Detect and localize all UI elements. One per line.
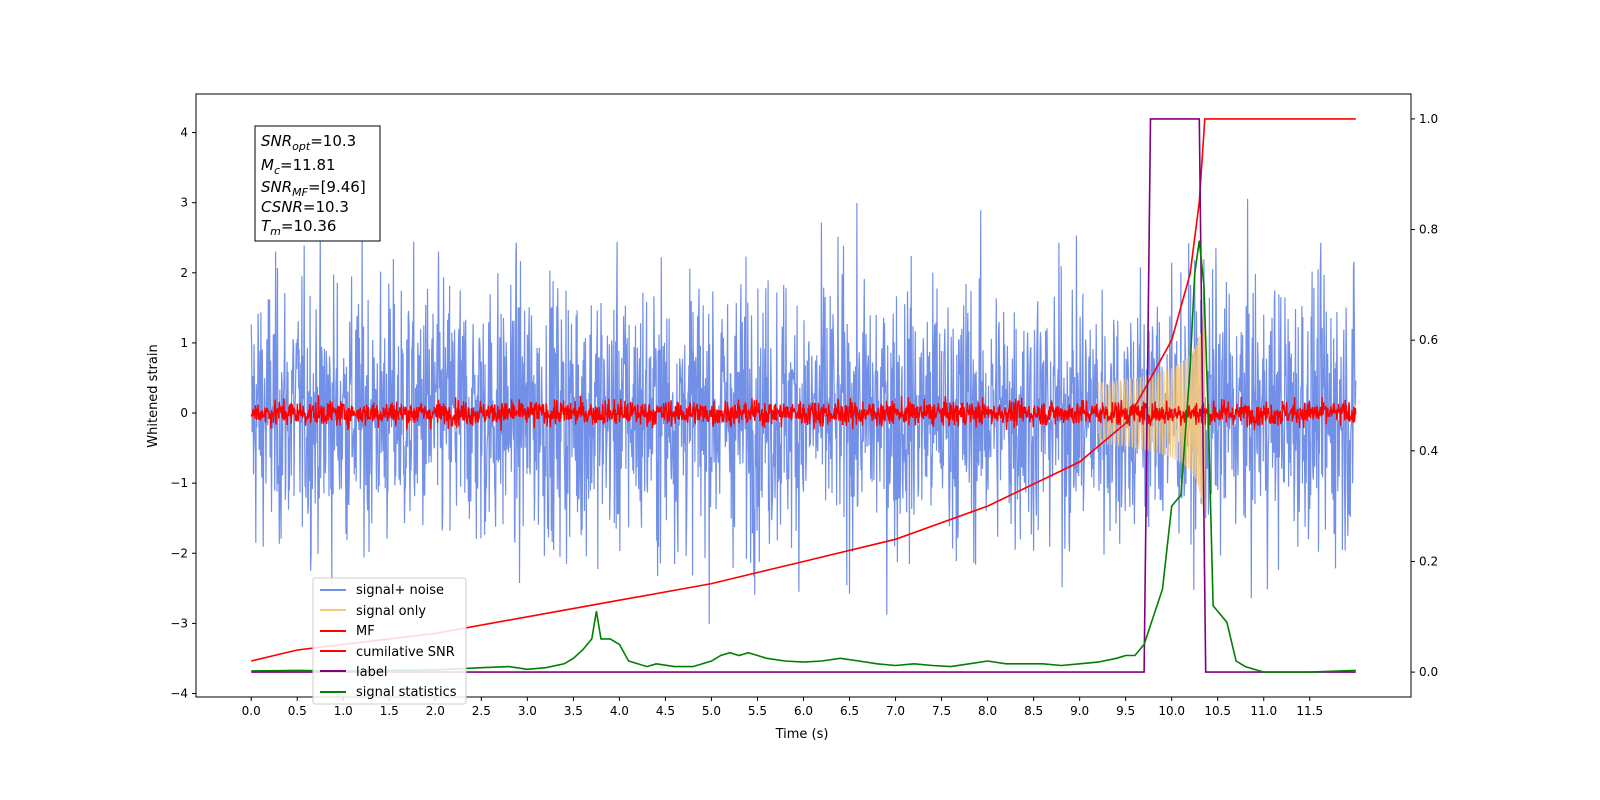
legend-item-mf: MF [320,624,375,639]
x-tick-label: 11.0 [1250,704,1277,718]
y-tick-label: 0 [180,406,188,420]
x-tick-label: 5.5 [748,704,767,718]
y2-tick-label: 0.4 [1419,444,1438,458]
y-tick-label: 4 [180,126,188,140]
annotation-box: SNRopt=10.3 Mc=11.81 SNRMF=[9.46] CSNR=1… [254,125,381,242]
x-tick-label: 2.0 [426,704,445,718]
legend-label: cumilative SNR [356,645,455,660]
x-axis-label: Time (s) [775,727,829,742]
x-tick-label: 8.5 [1024,704,1043,718]
annotation-csnr: CSNR=10.3 [261,198,349,216]
series-signal-noise [250,198,1357,625]
legend-item-signal-noise: signal+ noise [320,583,444,598]
y2-tick-label: 1.0 [1419,112,1438,126]
legend-item-signal-statistics: signal statistics [320,685,457,700]
legend: signal+ noise signal only MF cumilative … [312,577,467,705]
y2-tick-label: 0.6 [1419,333,1438,347]
series-signal-statistics [251,240,1356,673]
y-tick-label: −3 [170,616,188,630]
x-tick-label: 3.0 [518,704,537,718]
legend-label: signal statistics [356,685,457,700]
y-tick-label: 2 [180,266,188,280]
y-axis-right: 1.0 0.8 0.6 0.4 0.2 0.0 [1411,112,1438,679]
legend-item-signal-only: signal only [320,604,426,619]
x-tick-label: 4.5 [656,704,675,718]
annotation-snr-opt: SNRopt=10.3 [261,132,356,153]
x-tick-label: 10.0 [1158,704,1185,718]
legend-label: MF [356,624,375,639]
legend-item-label: label [320,665,387,680]
y2-tick-label: 0.2 [1419,554,1438,568]
series-signal-only [1097,296,1206,528]
y-tick-label: −1 [170,476,188,490]
x-tick-label: 0.0 [242,704,261,718]
y-tick-label: 1 [180,336,188,350]
x-tick-label: 6.5 [840,704,859,718]
y-tick-label: −4 [170,686,188,700]
series-mf [250,395,1357,431]
y2-tick-label: 0.0 [1419,665,1438,679]
annotation-mc: Mc=11.81 [261,156,336,177]
y-tick-label: 3 [180,196,188,210]
x-tick-label: 11.5 [1296,704,1323,718]
x-tick-label: 3.5 [564,704,583,718]
x-tick-label: 2.5 [472,704,491,718]
x-tick-label: 9.0 [1070,704,1089,718]
x-tick-label: 0.5 [288,704,307,718]
x-tick-label: 7.0 [886,704,905,718]
x-tick-label: 5.0 [702,704,721,718]
y-axis-label: Whitened strain [146,344,161,447]
x-tick-label: 10.5 [1204,704,1231,718]
x-tick-label: 4.0 [610,704,629,718]
legend-label: signal only [356,604,426,619]
y-tick-label: −2 [170,546,188,560]
annotation-tm: Tm=10.36 [261,217,336,238]
legend-label: label [356,665,387,680]
y-axis-left: 4 3 2 1 0 −1 −2 −3 −4 [170,126,196,700]
legend-item-cumilative-snr: cumilative SNR [320,645,455,660]
x-tick-label: 1.5 [380,704,399,718]
x-tick-label: 7.5 [932,704,951,718]
annotation-snr-mf: SNRMF=[9.46] [261,178,366,199]
y2-tick-label: 0.8 [1419,223,1438,237]
x-tick-label: 6.0 [794,704,813,718]
x-tick-label: 9.5 [1116,704,1135,718]
x-tick-label: 8.0 [978,704,997,718]
x-axis: 0.0 0.5 1.0 1.5 2.0 2.5 3.0 3.5 4.0 4.5 5.0 5.5 6.0 6… [242,697,1323,718]
legend-label: signal+ noise [356,583,444,598]
x-tick-label: 1.0 [334,704,353,718]
series-label [251,118,1356,673]
